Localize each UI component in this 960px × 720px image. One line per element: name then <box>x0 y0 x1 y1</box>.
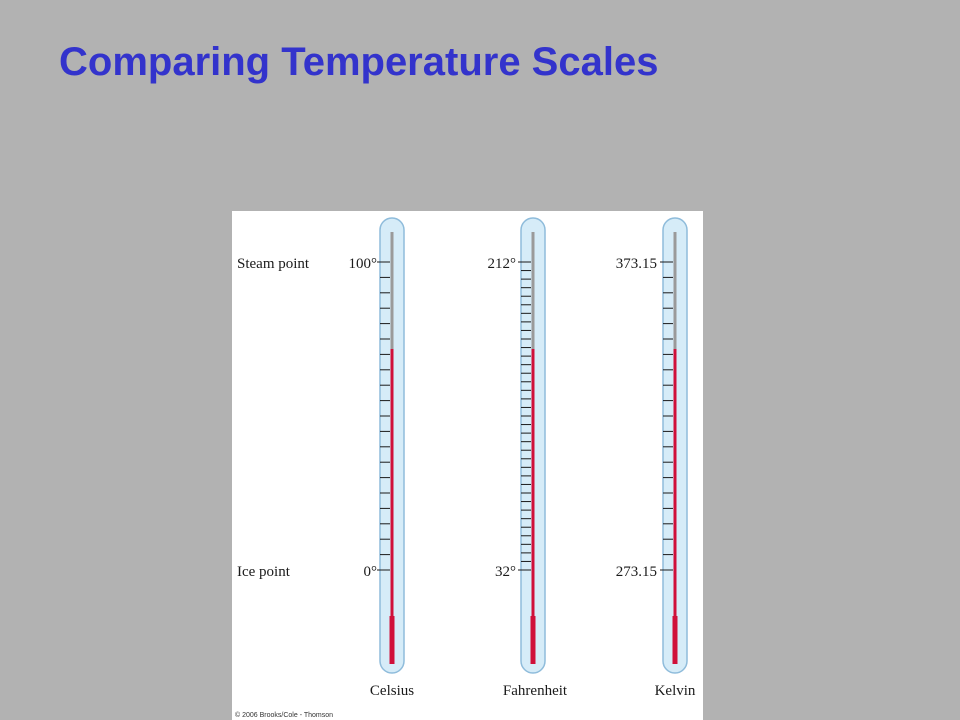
fahrenheit-tick-marks <box>518 261 531 571</box>
fahrenheit-thermometer: 212° 32° Fahrenheit <box>488 217 568 699</box>
celsius-tick-marks <box>377 261 390 571</box>
kelvin-scale-name: Kelvin <box>655 683 696 699</box>
celsius-steam-value: 100° <box>349 256 378 272</box>
steam-point-label: Steam point <box>237 256 310 272</box>
kelvin-bore <box>673 232 677 349</box>
thermometer-diagram: Steam point Ice point 100° 0° Celsius 21… <box>235 217 696 719</box>
slide-title: Comparing Temperature Scales <box>59 40 659 84</box>
ice-point-label: Ice point <box>237 564 291 580</box>
kelvin-steam-value: 373.15 <box>616 256 657 272</box>
fahrenheit-ice-value: 32° <box>495 564 516 580</box>
fahrenheit-bulb <box>530 616 536 664</box>
fahrenheit-bore <box>531 232 535 349</box>
celsius-bore <box>390 232 394 349</box>
kelvin-thermometer: 373.15 273.15 Kelvin <box>616 217 696 699</box>
celsius-scale-name: Celsius <box>370 683 414 699</box>
celsius-mercury-column <box>390 349 394 616</box>
kelvin-bulb <box>672 616 678 664</box>
fahrenheit-steam-value: 212° <box>488 256 517 272</box>
kelvin-ice-value: 273.15 <box>616 564 657 580</box>
celsius-bulb <box>389 616 395 664</box>
celsius-thermometer: 100° 0° Celsius <box>349 217 414 699</box>
kelvin-tick-marks <box>660 261 673 571</box>
copyright-notice: © 2006 Brooks/Cole - Thomson <box>235 711 333 719</box>
fahrenheit-mercury-column <box>531 349 535 616</box>
celsius-ice-value: 0° <box>364 564 378 580</box>
fahrenheit-scale-name: Fahrenheit <box>503 683 568 699</box>
kelvin-mercury-column <box>673 349 677 616</box>
thermometer-figure: Steam point Ice point 100° 0° Celsius 21… <box>232 211 703 720</box>
